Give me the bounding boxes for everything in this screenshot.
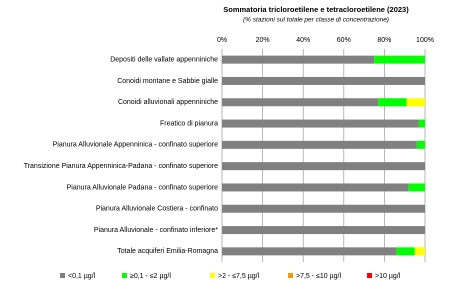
bar-segment [374,55,425,64]
x-tick-label: 0% [217,37,227,44]
bar-segment [418,119,425,128]
legend-label: ≥0,1 - ≤2 µg/l [130,273,171,280]
legend-label: <0,1 µg/l [68,273,96,280]
bar-segment [222,247,397,256]
legend-swatch [122,273,127,278]
bar-segment [222,162,425,171]
bar-segment [222,98,379,107]
bar-segment [416,140,425,149]
bar-segment [222,76,425,85]
category-label: Conoidi montane e Sabbie gialle [117,78,218,85]
category-label: Depositi delle vallate appenniniche [110,56,218,63]
x-tick-label: 60% [337,37,351,44]
bar-segment [222,119,419,128]
bar-segment [222,55,375,64]
x-tick-label: 40% [296,37,310,44]
x-tick-label: 20% [256,37,270,44]
category-label: Transizione Pianura Appenninica-Padana -… [24,163,218,170]
bar-segment [408,183,425,192]
category-label: Freatico di pianura [160,120,218,127]
chart-title: Sommatoria tricloroetilene e tetracloroe… [223,5,409,14]
legend-label: >7,5 - ≤10 µg/l [296,273,341,280]
bar-segment [414,247,425,256]
bar-segment [222,183,409,192]
bar-segment [222,204,425,213]
bar-segment [406,98,425,107]
chart-subtitle: (% stazioni sul totale per classe di con… [243,17,389,24]
legend-swatch [367,273,372,278]
category-label: Conoidi alluvionali appenniniche [118,99,218,106]
bar-segment [222,226,425,235]
bar-segment [378,98,407,107]
legend-label: >10 µg/l [375,273,401,280]
bar-segment [396,247,415,256]
legend-swatch [60,273,65,278]
category-label: Pianura Alluvionale Appenninica - confin… [53,142,218,149]
legend-label: >2 - ≤7,5 µg/l [218,273,260,280]
category-label: Pianura Alluvionale Padana - confinato s… [67,184,218,191]
category-label: Pianura Alluvionale - confinato inferior… [94,227,218,234]
category-label: Totale acquiferi Emilia-Romagna [117,248,218,255]
x-tick-label: 80% [377,37,391,44]
legend-swatch [288,273,293,278]
x-tick-label: 100% [416,37,434,44]
category-label: Pianura Alluvionale Costiera - confinato [96,206,218,213]
legend-swatch [210,273,215,278]
bar-segment [222,140,417,149]
